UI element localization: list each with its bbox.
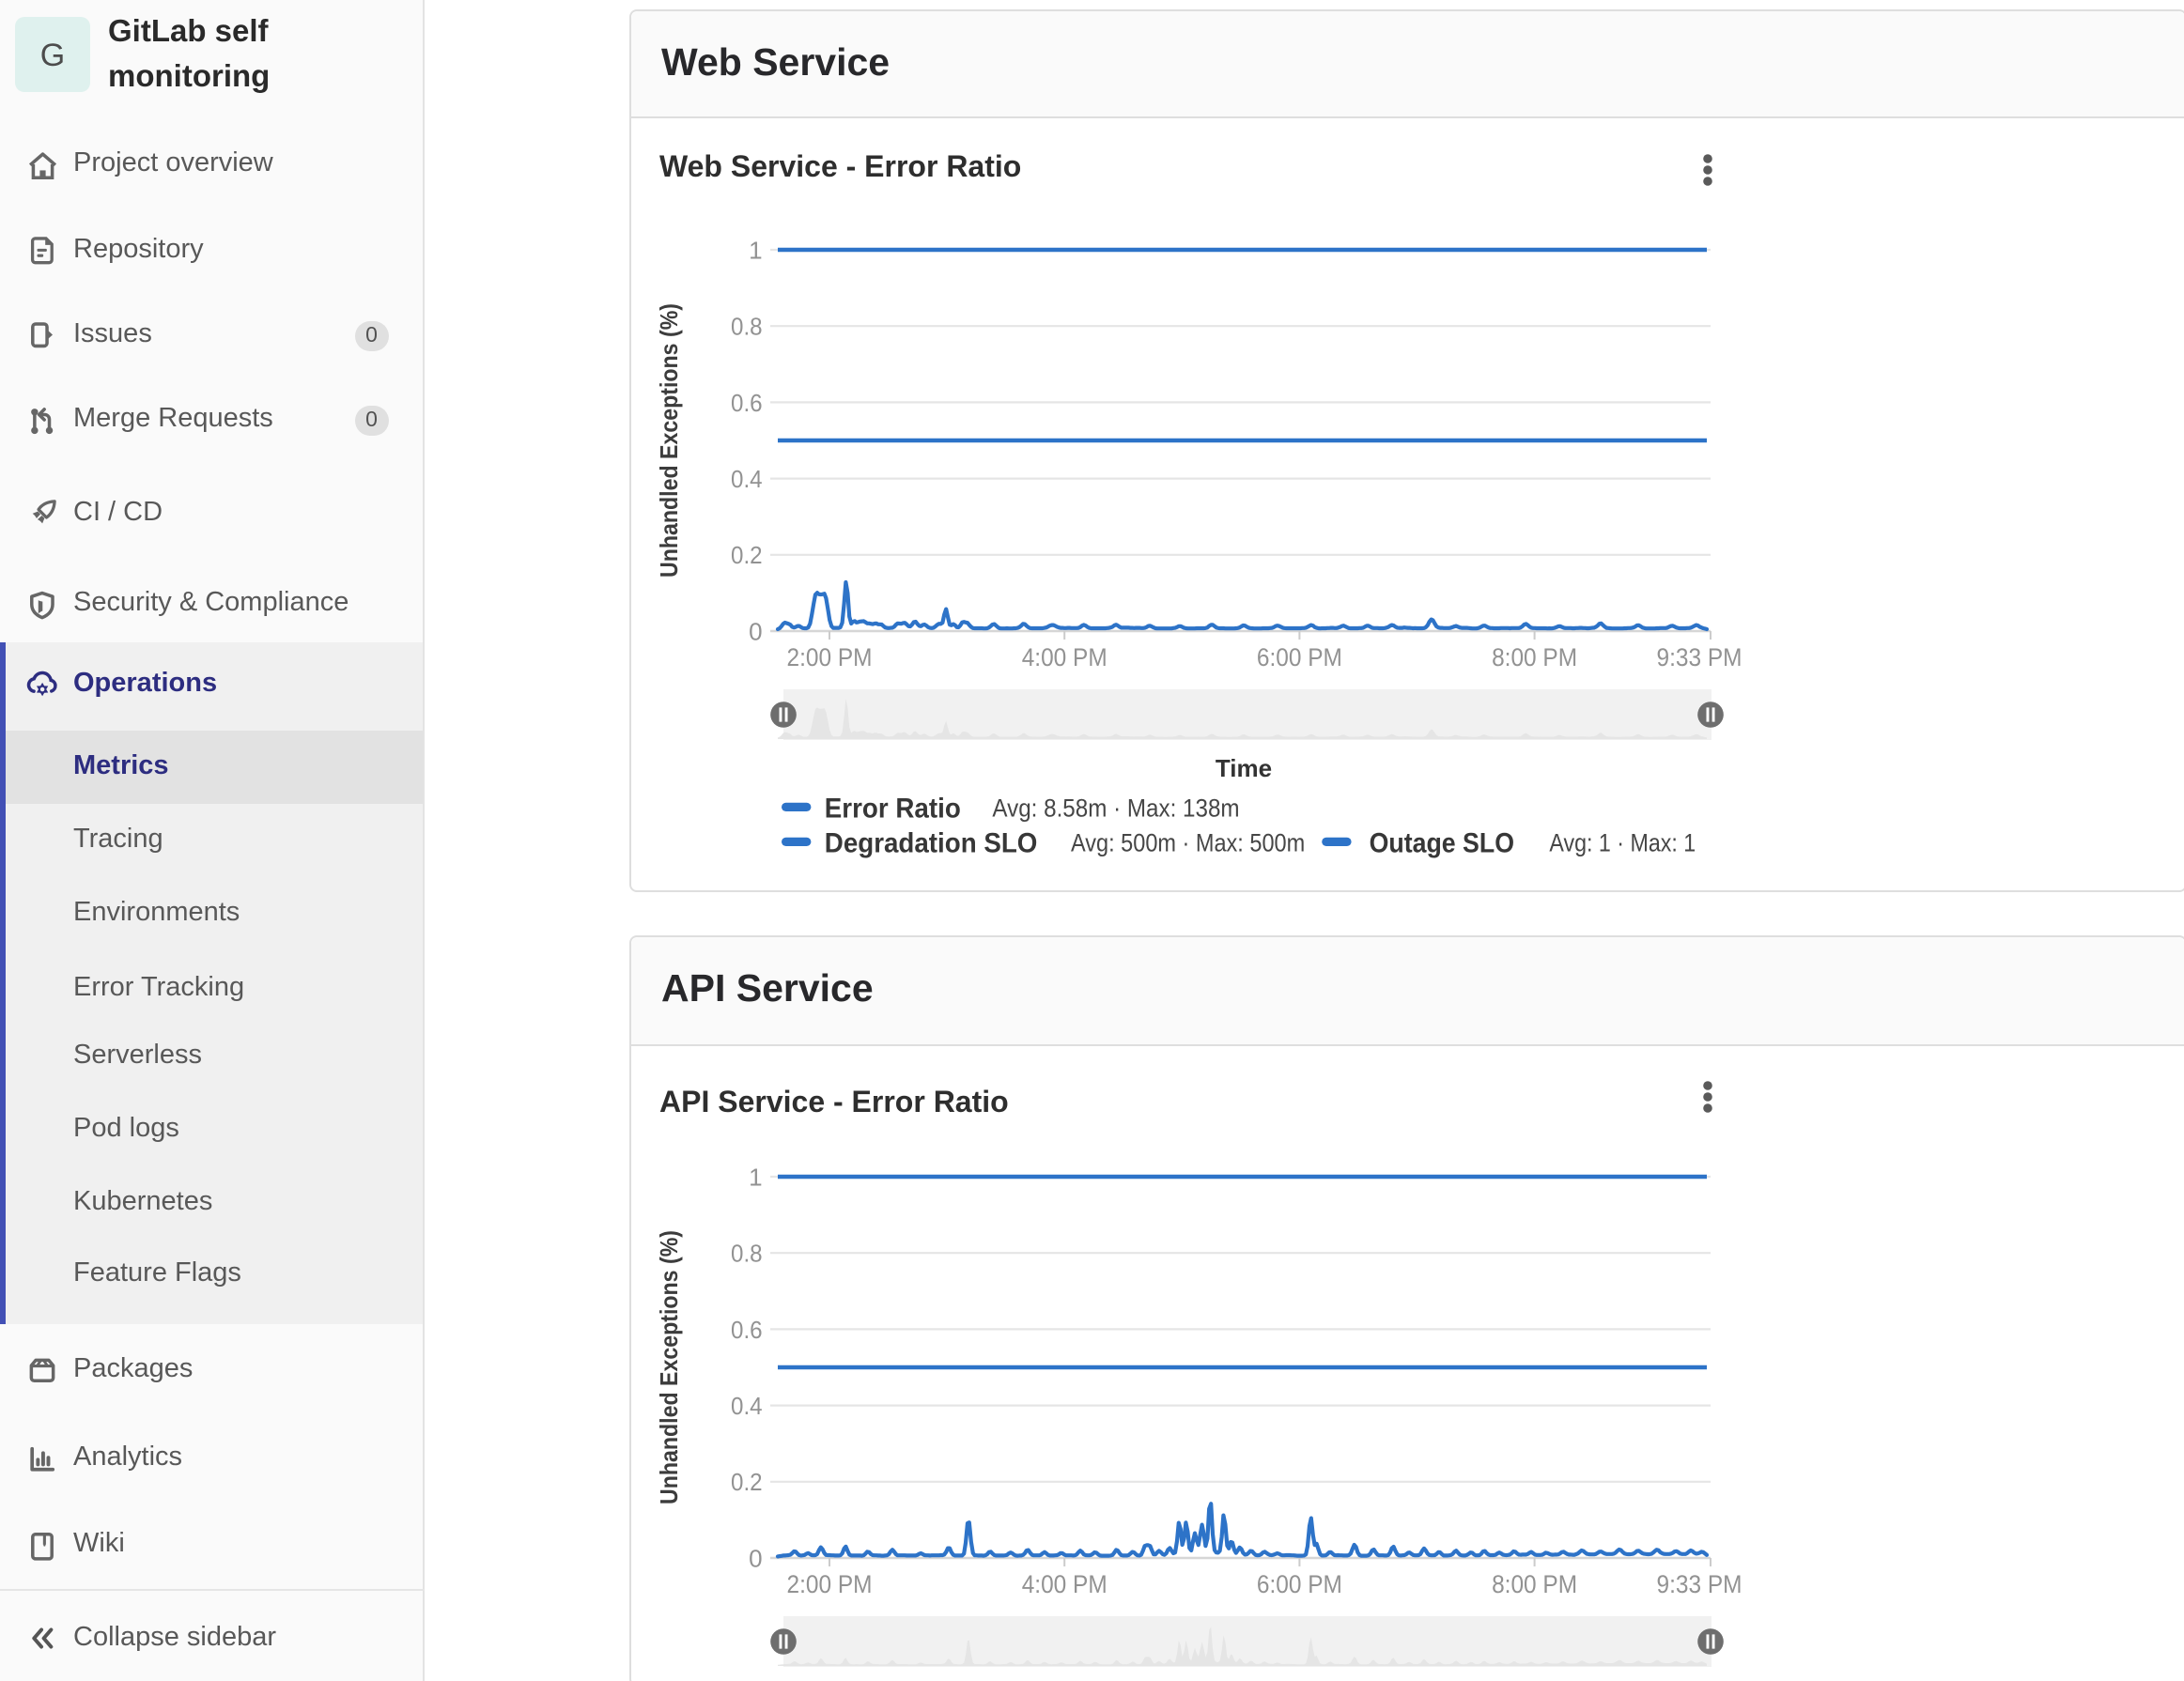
svg-text:0.8: 0.8 xyxy=(731,313,763,341)
svg-text:Avg: 8.58m · Max: 138m: Avg: 8.58m · Max: 138m xyxy=(992,794,1239,822)
svg-text:2:00 PM: 2:00 PM xyxy=(787,1570,873,1598)
svg-text:Unhandled Exceptions (%): Unhandled Exceptions (%) xyxy=(655,1230,683,1504)
svg-text:Avg: 500m · Max: 500m: Avg: 500m · Max: 500m xyxy=(1071,828,1305,856)
svg-text:0.6: 0.6 xyxy=(731,1316,763,1344)
svg-text:8:00 PM: 8:00 PM xyxy=(1492,643,1577,671)
svg-text:Avg: 1 · Max: 1: Avg: 1 · Max: 1 xyxy=(1549,828,1696,856)
svg-text:6:00 PM: 6:00 PM xyxy=(1257,643,1342,671)
svg-text:0.4: 0.4 xyxy=(731,465,763,493)
svg-text:6:00 PM: 6:00 PM xyxy=(1257,1570,1342,1598)
svg-text:1: 1 xyxy=(749,236,762,264)
svg-text:Unhandled Exceptions (%): Unhandled Exceptions (%) xyxy=(655,303,683,578)
svg-text:8:00 PM: 8:00 PM xyxy=(1492,1570,1577,1598)
svg-text:0: 0 xyxy=(749,1544,762,1572)
svg-text:0.2: 0.2 xyxy=(731,1468,763,1496)
svg-text:9:33 PM: 9:33 PM xyxy=(1657,1570,1743,1598)
svg-text:Error Ratio: Error Ratio xyxy=(825,793,961,824)
svg-text:0.4: 0.4 xyxy=(731,1392,763,1420)
svg-text:4:00 PM: 4:00 PM xyxy=(1022,1570,1107,1598)
svg-text:0.8: 0.8 xyxy=(731,1240,763,1268)
svg-text:1: 1 xyxy=(749,1163,762,1191)
svg-text:Degradation SLO: Degradation SLO xyxy=(825,827,1038,858)
svg-text:Time: Time xyxy=(1216,754,1272,782)
svg-text:0.2: 0.2 xyxy=(731,541,763,569)
svg-text:Outage SLO: Outage SLO xyxy=(1370,827,1514,858)
svg-text:4:00 PM: 4:00 PM xyxy=(1022,643,1107,671)
svg-text:0: 0 xyxy=(749,617,762,645)
svg-text:0.6: 0.6 xyxy=(731,389,763,417)
svg-text:9:33 PM: 9:33 PM xyxy=(1657,643,1743,671)
svg-text:2:00 PM: 2:00 PM xyxy=(787,643,873,671)
